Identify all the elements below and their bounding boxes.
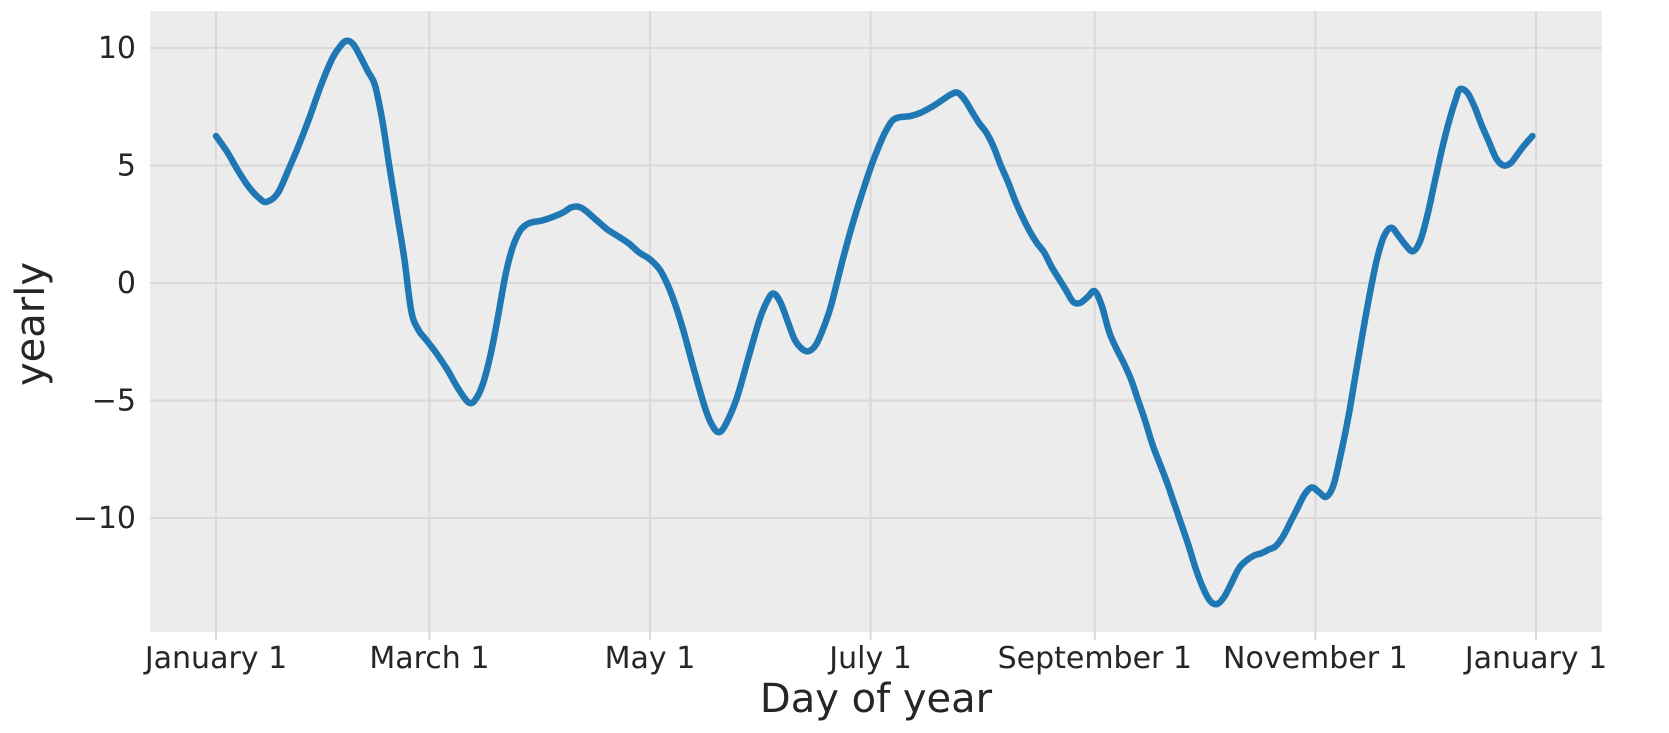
x-axis-label: Day of year	[760, 676, 993, 722]
data-line-yearly	[212, 37, 1536, 608]
y-axis-label: yearly	[8, 262, 54, 386]
x-tick-marks	[215, 632, 1537, 640]
y-tick-label: 10	[98, 31, 136, 66]
x-tick-label: January 1	[1463, 641, 1607, 676]
x-tick-label: March 1	[369, 641, 489, 676]
plot-area	[150, 11, 1602, 632]
x-tick-labels: January 1 March 1 May 1 July 1 September 1 No…	[143, 641, 1607, 676]
y-tick-label: 5	[117, 148, 136, 183]
x-grid-lines	[215, 11, 1537, 632]
x-tick-label: July 1	[827, 641, 912, 676]
y-grid-lines	[150, 46, 1602, 520]
y-tick-labels: 10 5 0 −5 −10	[73, 31, 136, 536]
y-tick-label: −5	[92, 383, 136, 418]
y-tick-label: 0	[117, 266, 136, 301]
x-tick-label: January 1	[143, 641, 287, 676]
x-tick-label: September 1	[998, 641, 1192, 676]
y-tick-label: −10	[73, 501, 136, 536]
x-tick-label: May 1	[605, 641, 696, 676]
x-tick-label: November 1	[1223, 641, 1408, 676]
